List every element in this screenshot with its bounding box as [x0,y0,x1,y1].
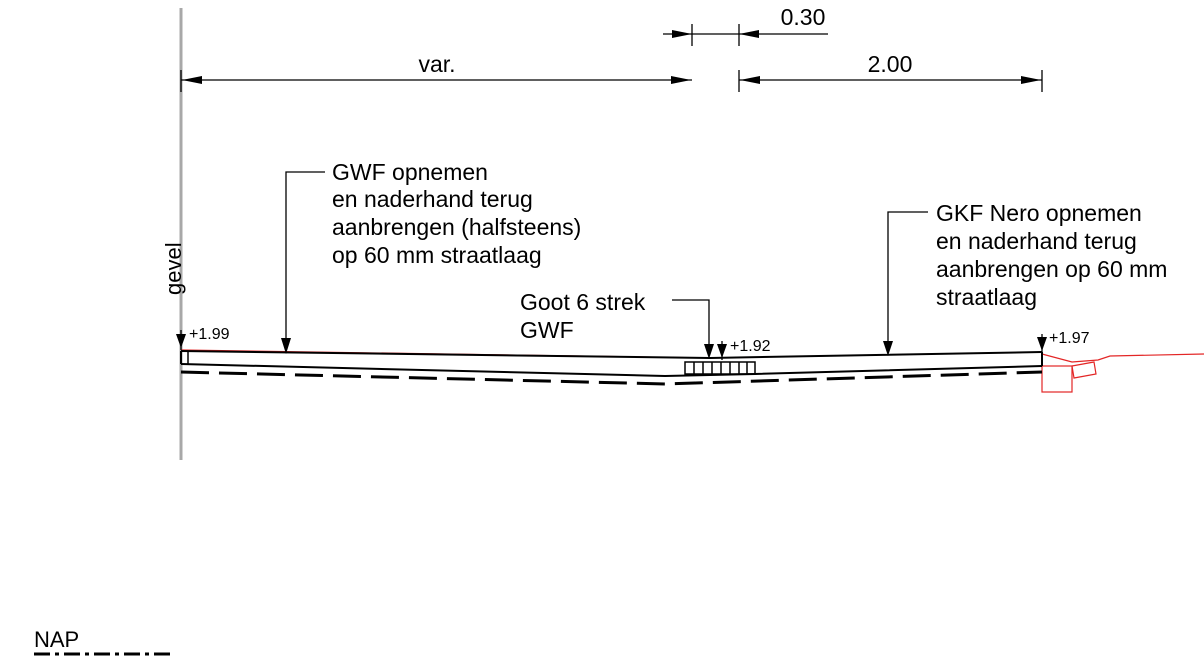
gutter-note-line-2: GWF [520,317,574,343]
dimension-right-label: 2.00 [868,51,913,77]
gutter-note: Goot 6 strek GWF [520,289,714,359]
gutter-bricks [684,361,756,375]
left-note-line-2: en naderhand terug [332,186,533,212]
left-note-line-3: aanbrengen (halfsteens) [332,214,581,240]
right-note-line-4: straatlaag [936,284,1037,310]
level-marker-gutter: +1.92 [717,338,771,360]
level-marker-right: +1.97 [1037,330,1090,352]
level-marker-left: +1.99 [176,326,230,350]
right-note: GKF Nero opnemen en naderhand terug aanb… [883,200,1167,356]
pavement-section [180,350,1043,386]
dimension-var-label: var. [418,51,455,77]
dimension-var: var. [180,51,692,92]
nap-label: NAP [34,627,79,652]
existing-profile [180,349,1204,393]
level-right-label: +1.97 [1049,330,1090,347]
left-note-line-1: GWF opnemen [332,159,488,185]
right-note-line-1: GKF Nero opnemen [936,200,1142,226]
nap-legend: NAP [34,627,170,656]
facade-label: gevel [161,242,186,295]
right-note-line-2: en naderhand terug [936,228,1137,254]
gutter-note-line-1: Goot 6 strek [520,289,646,315]
left-note-line-4: op 60 mm straatlaag [332,242,542,268]
level-gutter-label: +1.92 [730,338,771,355]
level-left-label: +1.99 [189,326,230,343]
right-note-line-3: aanbrengen op 60 mm [936,256,1167,282]
left-note: GWF opnemen en naderhand terug aanbrenge… [281,159,581,354]
dimension-right: 2.00 [738,51,1043,92]
dimension-gutter-label: 0.30 [781,4,826,30]
dimension-gutter: 0.30 [663,4,828,46]
